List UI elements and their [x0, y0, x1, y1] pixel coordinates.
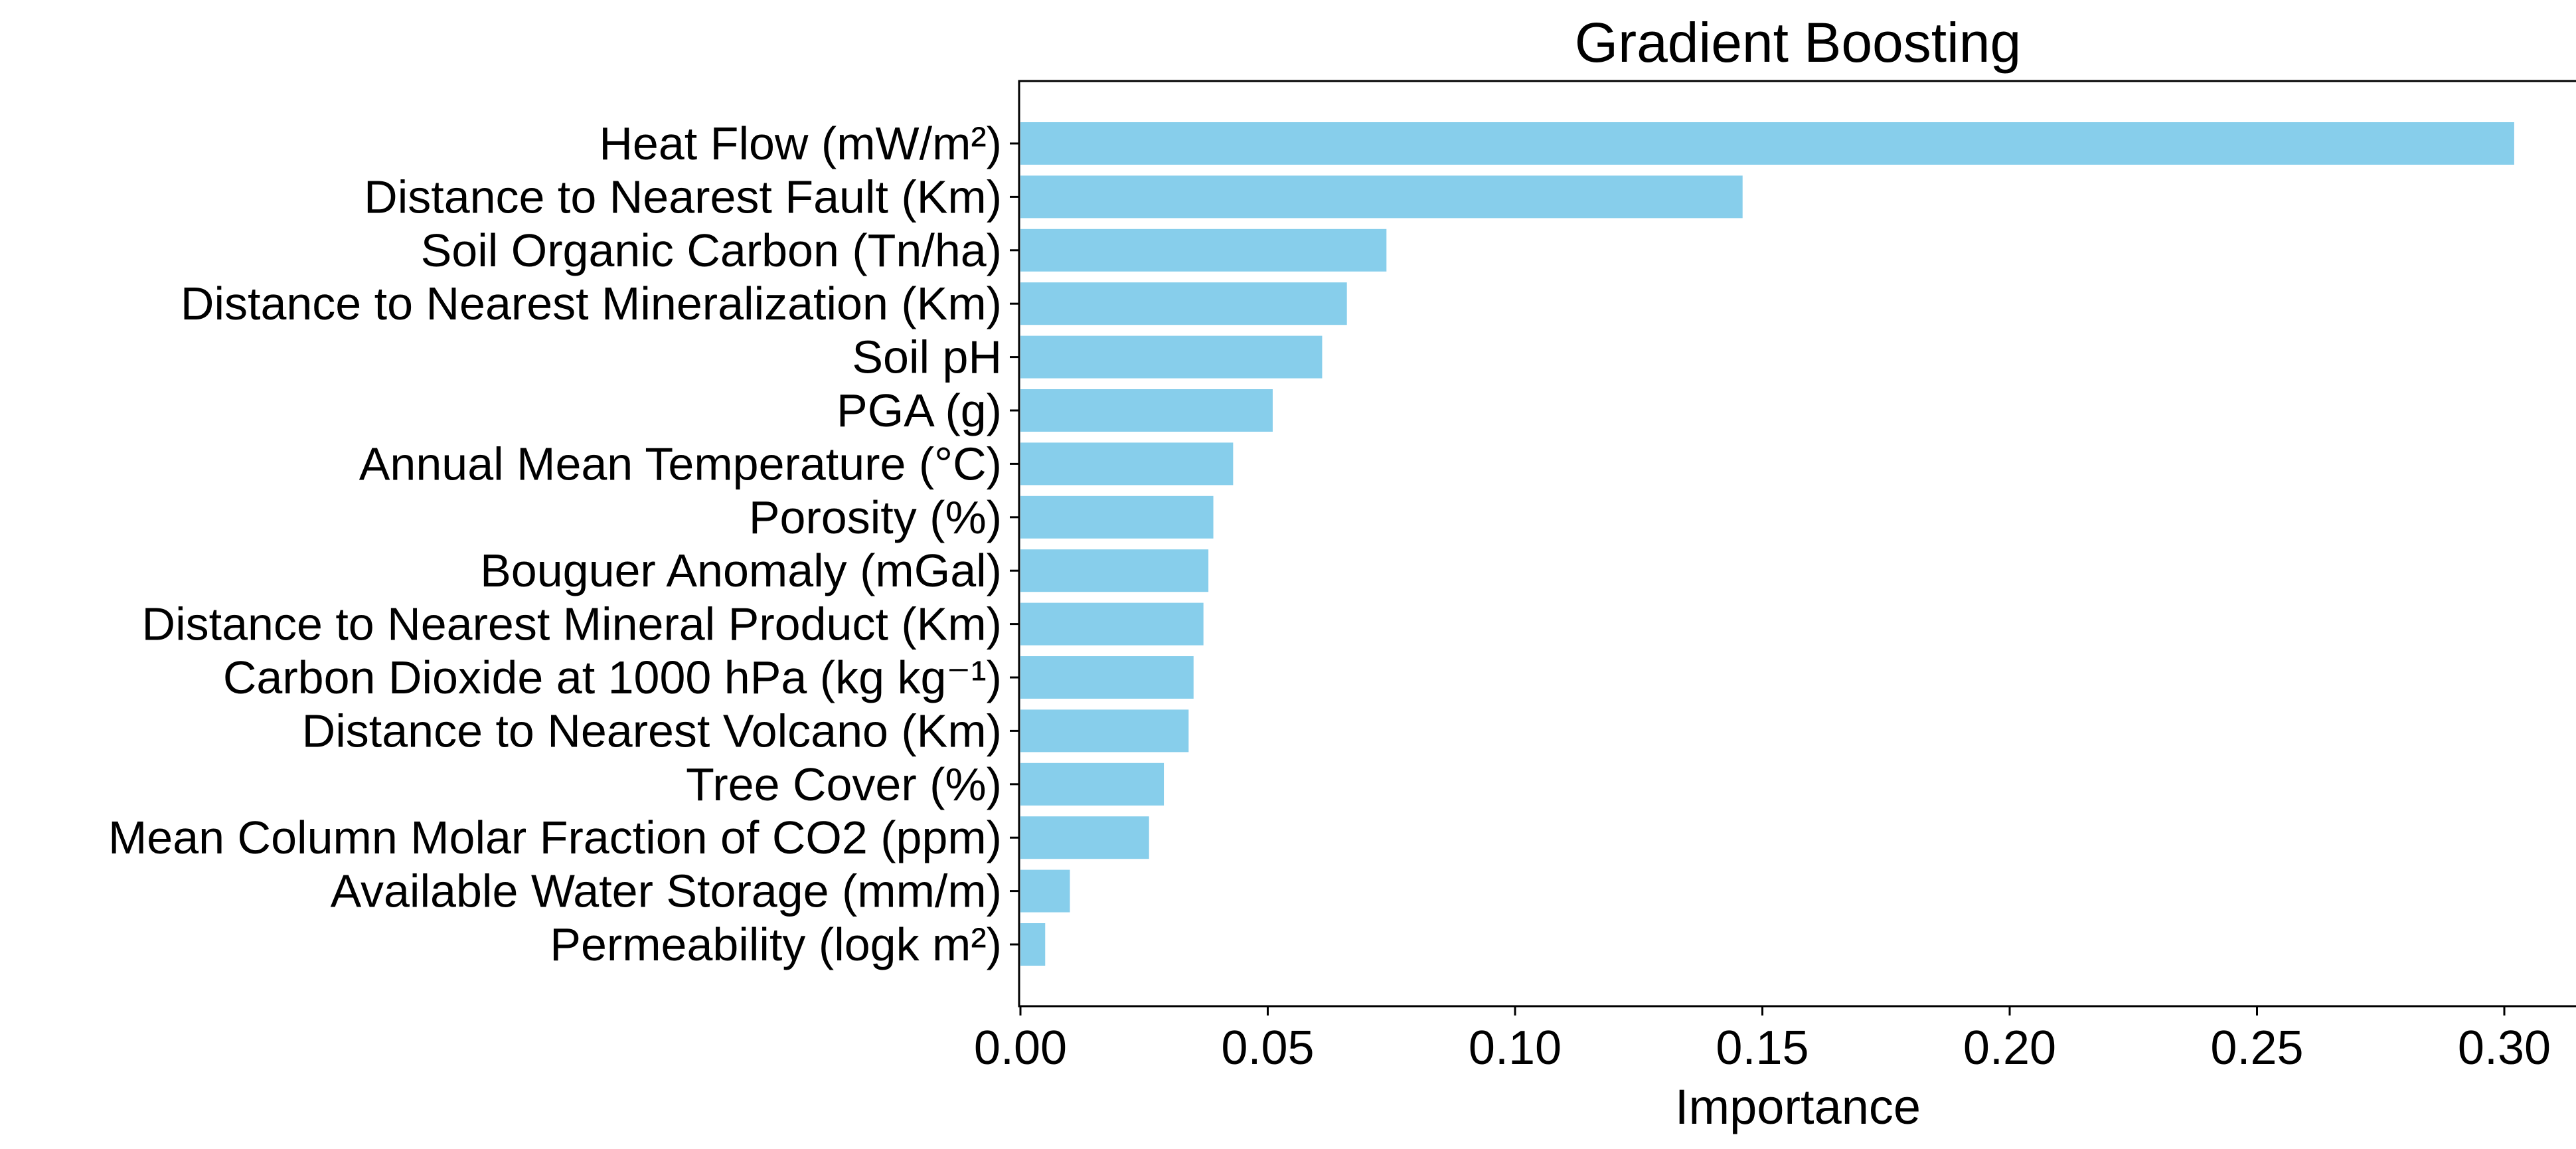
category-label: Distance to Nearest Volcano (Km): [302, 705, 1002, 756]
bar: [1020, 816, 1149, 859]
bar: [1020, 389, 1273, 432]
bar: [1020, 442, 1234, 486]
bar: [1020, 495, 1214, 539]
bars: [1020, 122, 2514, 966]
bar: [1020, 335, 1323, 379]
category-label: PGA (g): [837, 385, 1002, 436]
category-label: Available Water Storage (mm/m): [331, 865, 1002, 917]
category-label: Mean Column Molar Fraction of CO2 (ppm): [108, 812, 1002, 863]
x-tick-label: 0.20: [1963, 1021, 2056, 1075]
x-tick-label: 0.30: [2458, 1021, 2551, 1075]
category-label: Carbon Dioxide at 1000 hPa (kg kg⁻¹): [223, 652, 1002, 703]
bar: [1020, 175, 1743, 219]
bar: [1020, 602, 1204, 646]
bar: [1020, 122, 2514, 165]
x-tick-label: 0.00: [974, 1021, 1067, 1075]
bar: [1020, 762, 1165, 806]
bar: [1020, 923, 1046, 966]
x-tick-label: 0.15: [1716, 1021, 1809, 1075]
x-tick-label: 0.10: [1469, 1021, 1562, 1075]
category-label: Annual Mean Temperature (°C): [359, 438, 1002, 489]
category-label: Distance to Nearest Fault (Km): [364, 171, 1002, 222]
bar: [1020, 282, 1347, 325]
category-label: Soil Organic Carbon (Tn/ha): [421, 224, 1002, 276]
chart-title: Gradient Boosting: [1575, 11, 2021, 74]
bar: [1020, 228, 1387, 272]
category-label: Soil pH: [852, 331, 1002, 383]
category-label: Permeability (logk m²): [550, 919, 1002, 970]
category-label: Heat Flow (mW/m²): [599, 118, 1002, 169]
bar: [1020, 549, 1209, 592]
category-labels: Heat Flow (mW/m²)Distance to Nearest Fau…: [108, 118, 1019, 970]
category-label: Tree Cover (%): [686, 758, 1002, 810]
category-label: Bouguer Anomaly (mGal): [480, 545, 1002, 596]
bar: [1020, 709, 1189, 752]
x-axis-ticks: 0.00 0.05 0.10 0.15 0.20 0.25 0.30: [974, 1006, 2551, 1075]
category-label: Distance to Nearest Mineral Product (Km): [142, 598, 1002, 650]
bar: [1020, 869, 1070, 913]
x-axis-label: Importance: [1675, 1079, 1921, 1134]
plot-frame: [1018, 80, 2576, 1008]
category-label: Porosity (%): [749, 491, 1002, 543]
x-tick-label: 0.05: [1221, 1021, 1314, 1075]
bar: [1020, 656, 1194, 699]
category-label: Distance to Nearest Mineralization (Km): [181, 278, 1002, 329]
x-tick-label: 0.25: [2210, 1021, 2303, 1075]
